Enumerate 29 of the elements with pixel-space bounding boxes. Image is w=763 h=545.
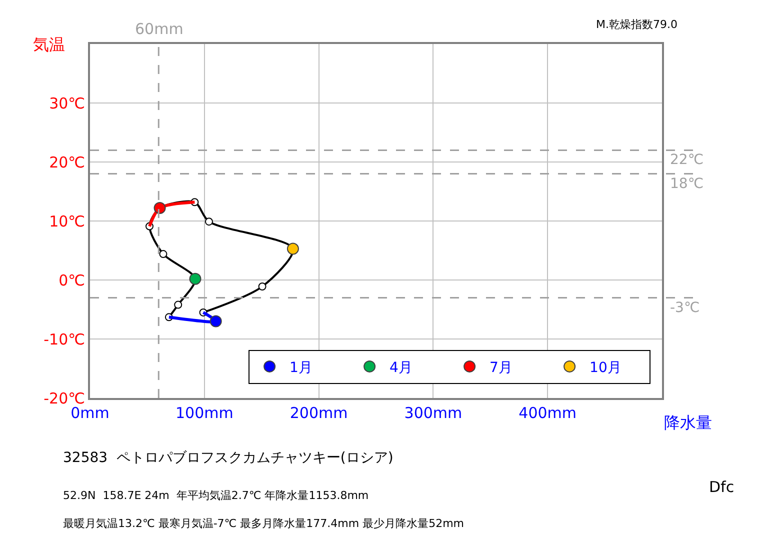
y-tick-label: -10℃ [44,330,85,348]
legend-label: 1月 [290,360,312,376]
ref-line-label: -3℃ [670,300,700,316]
point [210,315,222,328]
point [204,218,213,226]
point [159,250,168,258]
text: 最暖月気温13.2℃ 最寒月気温-7℃ 最多月降水量177.4mm 最少月降水量52mm [63,517,464,530]
ref-line-label: 18℃ [670,176,704,192]
ref-line-label: 22℃ [670,152,704,168]
point [258,282,266,290]
text: Dfc [709,478,734,496]
x-axis-title: 降水量 [664,413,712,432]
legend-label: 7月 [490,360,512,376]
x-tick-label: 300mm [404,404,462,422]
legend-label: 4月 [390,360,412,376]
y-tick-label: 0℃ [58,271,85,290]
y-tick-label: 30℃ [49,94,85,112]
y-tick-label: 10℃ [49,212,85,230]
y-axis-title: 気温 [33,35,65,54]
y-tick-label: 20℃ [49,153,85,172]
x-tick-label: 100mm [175,404,234,422]
text: 32583 ペトロパブロフスクカムチャツキー(ロシア) [63,450,394,466]
text: M.乾燥指数79.0 [596,18,678,31]
x-tick-label: 200mm [290,404,348,422]
legend-label: 10月 [590,360,622,376]
text: 52.9N 158.7E 24m 年平均気温2.7℃ 年降水量1153.8mm [63,489,369,502]
point [174,300,182,309]
ref-line-label: 60mm [135,20,184,38]
x-tick-label: 400mm [518,404,577,422]
